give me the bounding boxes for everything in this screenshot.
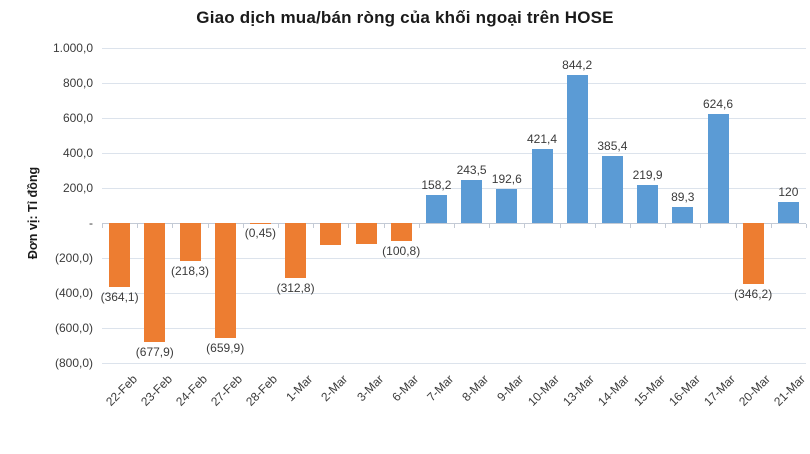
- y-tick-label: 1.000,0: [52, 41, 93, 55]
- bar-28-Feb: [249, 223, 271, 224]
- x-axis-tick: [418, 223, 420, 228]
- gridline: [102, 47, 806, 49]
- bar-10-Mar: [531, 149, 553, 223]
- data-label-20-Mar: (346,2): [734, 286, 773, 301]
- data-label-6-Mar: (100,8): [382, 243, 421, 258]
- x-axis-tick: [454, 223, 455, 228]
- y-tick-label: -: [89, 216, 93, 230]
- x-axis-tick: [102, 223, 103, 228]
- bar-9-Mar: [496, 189, 518, 223]
- x-axis-tick: [242, 223, 244, 228]
- x-axis-tick: [207, 223, 209, 228]
- x-axis-tick: [348, 223, 350, 228]
- data-label-9-Mar: 192,6: [491, 172, 522, 187]
- x-axis-tick: [559, 223, 561, 228]
- y-tick-label: (800,0): [54, 356, 93, 370]
- gridline: [102, 292, 806, 294]
- zero-axis-line: [102, 222, 806, 224]
- bar-22-Feb: [109, 223, 131, 287]
- bar-1-Mar: [285, 223, 307, 278]
- x-axis-tick: [806, 223, 807, 228]
- y-tick-label: 200,0: [62, 181, 93, 195]
- bar-8-Mar: [461, 180, 483, 223]
- bar-15-Mar: [637, 184, 659, 223]
- y-tick-label: 800,0: [62, 76, 93, 90]
- bar-16-Mar: [672, 207, 694, 223]
- data-label-27-Feb: (659,9): [206, 341, 245, 356]
- data-label-28-Feb: (0,45): [244, 226, 277, 241]
- bar-14-Mar: [601, 155, 623, 223]
- y-tick-label: (600,0): [54, 321, 93, 335]
- bar-13-Mar: [566, 75, 588, 223]
- x-tick-label-21-Mar: 21-Mar: [648, 370, 809, 409]
- gridline: [102, 257, 806, 259]
- bar-7-Mar: [425, 195, 447, 223]
- x-axis-tick: [383, 223, 385, 228]
- bar-24-Feb: [179, 223, 201, 262]
- x-axis-tick: [700, 223, 702, 228]
- data-label-1-Mar: (312,8): [276, 280, 315, 295]
- data-label-8-Mar: 243,5: [456, 163, 487, 178]
- bar-6-Mar: [390, 223, 412, 241]
- bar-21-Mar: [777, 202, 799, 223]
- data-label-14-Mar: 385,4: [597, 138, 628, 153]
- data-label-17-Mar: 624,6: [702, 96, 734, 111]
- gridline: [102, 82, 806, 84]
- gridline: [102, 187, 806, 189]
- gridline: [102, 327, 806, 329]
- gridline: [102, 152, 806, 154]
- y-tick-label: (400,0): [54, 286, 93, 300]
- x-axis-tick: [594, 223, 596, 228]
- x-axis-tick: [278, 223, 279, 228]
- y-tick-label: 400,0: [62, 146, 93, 160]
- x-axis-tick: [665, 223, 667, 228]
- x-axis-tick: [313, 223, 315, 228]
- gridline: [102, 362, 806, 364]
- data-label-15-Mar: 219,9: [632, 167, 663, 182]
- bar-27-Feb: [214, 223, 236, 339]
- y-tick-label: (200,0): [54, 251, 93, 265]
- x-axis-tick: [172, 223, 174, 228]
- gridline: [102, 117, 806, 119]
- data-label-16-Mar: 89,3: [671, 190, 695, 205]
- x-axis-tick: [489, 223, 491, 228]
- x-axis-tick: [524, 223, 526, 228]
- x-axis-tick: [770, 223, 772, 228]
- data-label-10-Mar: 421,4: [526, 132, 558, 147]
- x-axis-tick: [630, 223, 631, 228]
- data-label-23-Feb: (677,9): [135, 344, 174, 359]
- bar-2-Mar: [320, 223, 342, 245]
- data-label-13-Mar: 844,2: [562, 58, 593, 73]
- y-tick-label: 600,0: [62, 111, 93, 125]
- bar-20-Mar: [742, 223, 764, 284]
- data-label-21-Mar: 120: [778, 185, 799, 199]
- x-tick-label-text: 21-Mar: [771, 372, 809, 409]
- x-axis-tick: [735, 223, 737, 228]
- bar-23-Feb: [144, 223, 166, 342]
- bar-3-Mar: [355, 223, 377, 244]
- x-axis-tick: [137, 223, 139, 228]
- bar-17-Mar: [707, 113, 729, 223]
- data-label-24-Feb: (218,3): [170, 264, 210, 279]
- data-label-7-Mar: 158,2: [421, 178, 452, 193]
- chart-title: Giao dịch mua/bán ròng của khối ngoại tr…: [196, 8, 614, 27]
- data-label-22-Feb: (364,1): [100, 289, 139, 304]
